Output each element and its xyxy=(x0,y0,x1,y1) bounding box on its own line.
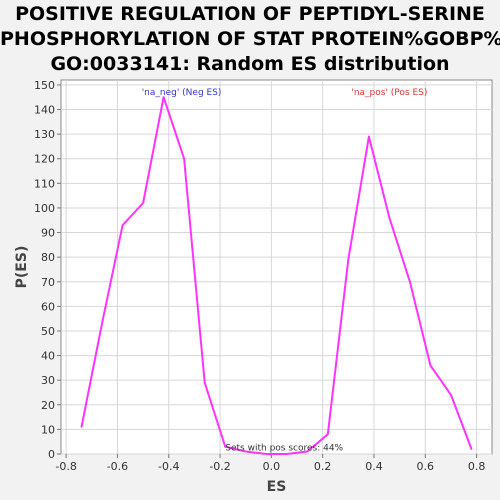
y-tick-label: 90 xyxy=(41,227,55,240)
x-tick-label: 0.4 xyxy=(365,460,383,473)
chart-title-line-3: GO:0033141: Random ES distribution xyxy=(50,53,450,75)
y-tick-label: 30 xyxy=(41,374,55,387)
y-tick-label: 60 xyxy=(41,300,55,313)
y-tick-label: 140 xyxy=(34,104,55,117)
data-point xyxy=(265,453,268,455)
data-point xyxy=(388,216,391,219)
data-point xyxy=(285,453,288,455)
plot-background xyxy=(60,79,493,455)
y-tick-label: 10 xyxy=(41,423,55,436)
data-point xyxy=(244,450,247,453)
x-axis-label: ES xyxy=(267,479,287,495)
data-point xyxy=(224,445,226,448)
data-point xyxy=(101,322,103,325)
y-tick-label: 130 xyxy=(34,128,55,141)
x-tick-label: 0.8 xyxy=(468,460,486,473)
data-point xyxy=(306,450,309,453)
annotation-label: 'na_pos' (Pos ES) xyxy=(351,88,427,98)
y-tick-label: 120 xyxy=(34,153,55,166)
data-point xyxy=(368,135,370,138)
data-point xyxy=(142,202,144,204)
annotation-label: 'na_neg' (Neg ES) xyxy=(142,88,222,98)
data-point xyxy=(450,394,452,396)
data-point xyxy=(327,433,329,436)
data-point xyxy=(203,381,206,384)
x-tick-label: -0.4 xyxy=(158,460,179,473)
chart-title: POSITIVE REGULATION OF PEPTIDYL-SERINE P… xyxy=(0,2,500,77)
data-point xyxy=(429,364,432,367)
grid-lines xyxy=(61,80,492,455)
x-tick-label: -0.8 xyxy=(55,460,76,473)
axes: -0.8 -0.6 -0.4 -0.2 0.0 0.2 0.4 0.6 0.8 0 10 20 30 40… xyxy=(34,79,485,473)
y-tick-label: 150 xyxy=(34,79,55,92)
data-point xyxy=(409,280,411,283)
x-tick-label: 0.2 xyxy=(314,460,332,473)
annotations: 'na_neg' (Neg ES) 'na_pos' (Pos ES) Sets w… xyxy=(142,88,428,454)
data-point xyxy=(80,426,83,428)
y-tick-label: 0 xyxy=(48,448,55,461)
chart-title-line-1: POSITIVE REGULATION OF PEPTIDYL-SERINE xyxy=(15,3,485,25)
annotation-label: Sets with pos scores: 44% xyxy=(225,443,343,453)
data-point xyxy=(470,448,473,450)
y-tick-label: 20 xyxy=(41,399,55,412)
y-tick-label: 100 xyxy=(34,202,55,215)
data-point xyxy=(121,224,124,226)
x-tick-label: 0.0 xyxy=(263,460,281,473)
data-point xyxy=(183,157,185,160)
chart-title-line-2: PHOSPHORYLATION OF STAT PROTEIN%GOBP% xyxy=(0,28,500,50)
x-tick-label: -0.6 xyxy=(107,460,128,473)
y-tick-label: 50 xyxy=(41,325,55,338)
x-tick-label: 0.6 xyxy=(417,460,435,473)
y-axis-label: P(ES) xyxy=(14,246,30,289)
series-line xyxy=(80,96,473,455)
x-tick-label: -0.2 xyxy=(209,460,230,473)
y-tick-label: 40 xyxy=(41,350,55,363)
y-tick-label: 70 xyxy=(41,276,55,289)
series-group xyxy=(80,96,473,455)
y-tick-label: 80 xyxy=(41,251,55,264)
data-point xyxy=(347,258,350,261)
y-tick-label: 110 xyxy=(34,177,55,190)
data-point xyxy=(162,96,165,99)
